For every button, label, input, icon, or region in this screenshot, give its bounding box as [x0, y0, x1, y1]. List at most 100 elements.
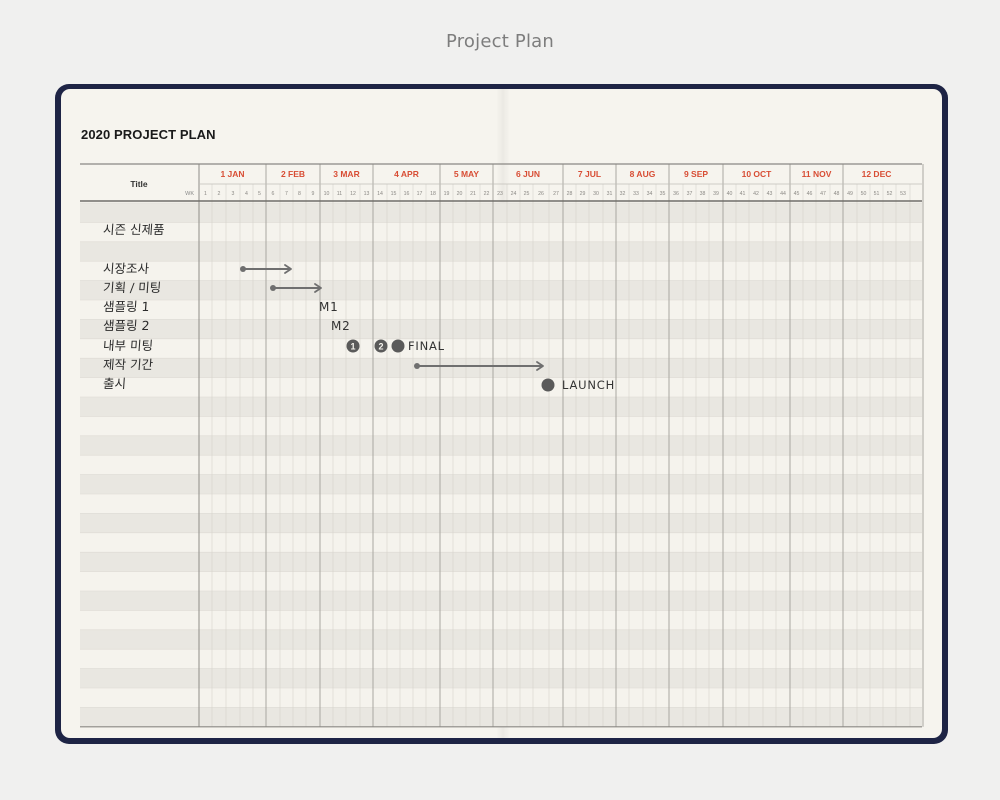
plan-title: 2020 PROJECT PLAN [81, 127, 216, 142]
row-stripe [80, 319, 922, 339]
meeting-1-dot-number: 1 [350, 341, 355, 351]
week-number: 23 [497, 191, 503, 197]
task-label-internal-meeting: 내부 미팅 [102, 338, 154, 353]
month-label: 5 MAY [454, 169, 480, 179]
task-label-launch: 출시 [102, 376, 127, 391]
final-dot [391, 339, 405, 353]
week-number: 28 [567, 191, 573, 197]
week-number: 24 [511, 191, 517, 197]
week-number: 19 [444, 191, 450, 197]
week-number: 16 [404, 191, 410, 197]
month-label: 9 SEP [684, 169, 708, 179]
week-number: 10 [324, 191, 330, 197]
month-label: 10 OCT [742, 169, 773, 179]
week-number: 22 [484, 191, 490, 197]
week-number: 14 [377, 191, 383, 197]
week-number: 41 [740, 191, 746, 197]
final-label: FINAL [408, 339, 445, 353]
meeting-1-dot [346, 339, 360, 353]
week-number: 47 [820, 191, 826, 197]
week-number: 31 [607, 191, 613, 197]
task-label-season-product: 시즌 신제품 [102, 222, 166, 237]
row-stripe [80, 688, 922, 708]
row-stripe [80, 222, 922, 242]
week-number: 5 [258, 191, 261, 197]
week-number: 52 [887, 191, 893, 197]
row-stripe [80, 552, 922, 572]
week-number: 26 [538, 191, 544, 197]
week-number: 13 [364, 191, 370, 197]
week-number: 9 [312, 191, 315, 197]
row-stripe [80, 300, 922, 320]
row-stripe [80, 494, 922, 514]
week-number: 38 [700, 191, 706, 197]
row-stripe [80, 610, 922, 630]
row-stripe [80, 513, 922, 533]
week-number: 48 [834, 191, 840, 197]
week-number: 25 [524, 191, 530, 197]
week-number: 1 [204, 191, 207, 197]
week-number: 7 [285, 191, 288, 197]
task-label-planning-meeting: 기획 / 미팅 [102, 280, 162, 295]
week-number: 27 [553, 191, 559, 197]
week-number: 40 [727, 191, 733, 197]
week-number: 53 [900, 191, 906, 197]
week-number: 37 [687, 191, 693, 197]
week-number: 49 [847, 191, 853, 197]
month-label: 3 MAR [333, 169, 359, 179]
week-number: 46 [807, 191, 813, 197]
month-label: 1 JAN [220, 169, 244, 179]
launch-label: LAUNCH [562, 378, 616, 392]
week-number: 39 [713, 191, 719, 197]
week-number: 34 [647, 191, 653, 197]
meeting-2-dot-number: 2 [378, 341, 383, 351]
row-stripe [80, 358, 922, 378]
week-number: 43 [767, 191, 773, 197]
week-number: 11 [337, 191, 342, 197]
task-label-production: 제작 기간 [102, 357, 154, 372]
month-label: 12 DEC [862, 169, 892, 179]
row-stripe [80, 261, 922, 281]
row-stripe [80, 649, 922, 669]
week-number: 15 [391, 191, 397, 197]
week-number: 44 [780, 191, 786, 197]
title-column-header: Title [130, 179, 148, 189]
task-label-sampling-1: 샘플링 1 [102, 299, 150, 314]
week-number: 3 [232, 191, 235, 197]
week-number: 21 [470, 191, 476, 197]
week-number: 32 [620, 191, 626, 197]
week-number: 12 [350, 191, 356, 197]
week-number: 20 [457, 191, 463, 197]
month-label: 6 JUN [516, 169, 540, 179]
month-label: 2 FEB [281, 169, 305, 179]
row-stripe [80, 571, 922, 591]
task-label-sampling-2: 샘플링 2 [102, 318, 150, 333]
launch-dot [541, 378, 555, 392]
week-number: 6 [272, 191, 275, 197]
week-number: 8 [298, 191, 301, 197]
production-arrow-arrowhead [536, 361, 544, 371]
row-stripe [80, 707, 922, 727]
task-label-market-research: 시장조사 [102, 261, 150, 276]
week-number: 50 [861, 191, 867, 197]
week-number: 35 [660, 191, 666, 197]
month-label: 11 NOV [802, 169, 832, 179]
month-label: 4 APR [394, 169, 419, 179]
row-stripe [80, 532, 922, 553]
row-stripe [80, 474, 922, 494]
week-number: 17 [417, 191, 423, 197]
row-stripe [80, 203, 922, 223]
page-caption: Project Plan [445, 31, 554, 52]
month-label: 7 JUL [578, 169, 601, 179]
week-number: 45 [794, 191, 800, 197]
row-stripe [80, 377, 922, 397]
row-stripe [80, 338, 922, 359]
market-research-arrow-arrowhead [284, 264, 292, 274]
week-number: 36 [673, 191, 679, 197]
week-number: 33 [633, 191, 639, 197]
milestone-m1-label: M1 [319, 300, 339, 314]
row-stripe [80, 591, 922, 611]
week-number: 18 [430, 191, 436, 197]
milestone-m2-label: M2 [331, 319, 351, 333]
